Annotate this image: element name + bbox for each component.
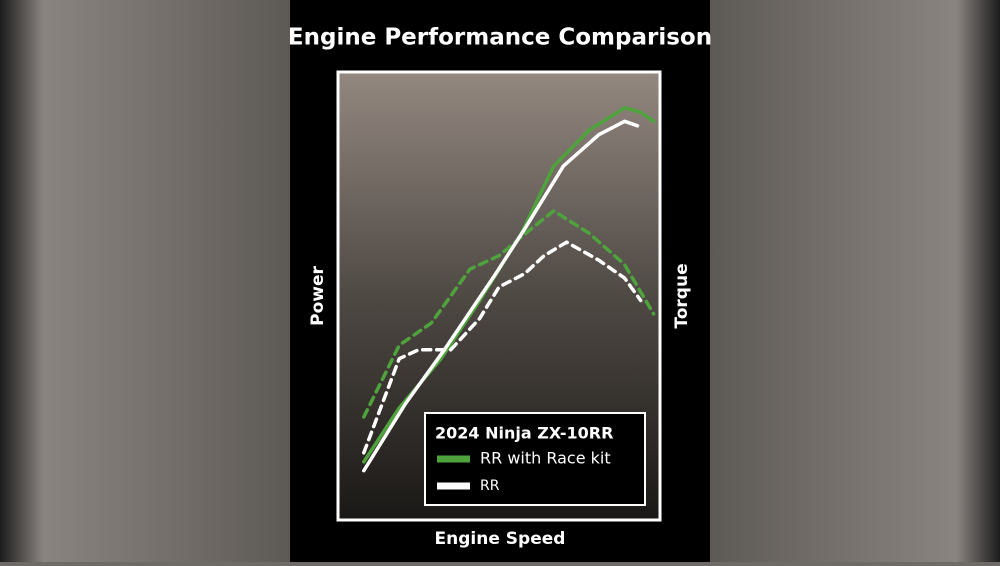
background-left (0, 0, 290, 562)
power-line (362, 119, 640, 473)
chart-title: Engine Performance Comparison (288, 25, 712, 51)
legend-label: RR (480, 478, 500, 494)
y2-axis-label: Torque (672, 263, 692, 328)
lines (362, 106, 656, 473)
y-axis-label: Power (308, 266, 328, 326)
torque-line (362, 240, 643, 455)
background-right (710, 0, 1000, 562)
legend-label: RR with Race kit (480, 449, 611, 468)
legend-title: 2024 Ninja ZX-10RR (435, 424, 613, 443)
x-axis-label: Engine Speed (435, 529, 566, 549)
